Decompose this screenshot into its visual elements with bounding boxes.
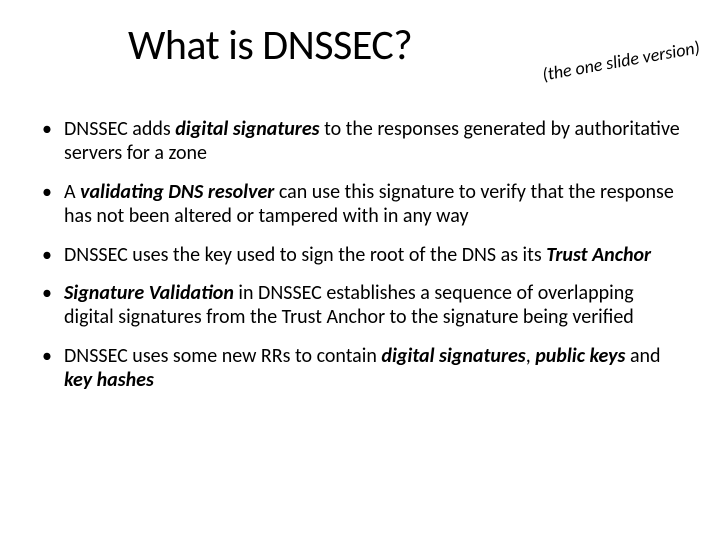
list-item: Signature Validation in DNSSEC establish… [38, 281, 682, 330]
text: DNSSEC uses the key used to sign the roo… [64, 243, 546, 267]
list-item: DNSSEC uses some new RRs to contain digi… [38, 344, 682, 393]
text: A [64, 180, 80, 204]
text: DNSSEC adds [64, 117, 175, 141]
emphasis: Signature Validation [64, 281, 234, 305]
list-item: DNSSEC uses the key used to sign the roo… [38, 243, 682, 267]
bullet-list: DNSSEC adds digital signatures to the re… [38, 117, 682, 393]
emphasis: validating DNS resolver [80, 180, 274, 204]
emphasis: public keys [535, 344, 625, 368]
list-item: DNSSEC adds digital signatures to the re… [38, 117, 682, 166]
title-row: What is DNSSEC? (the one slide version) [128, 20, 682, 71]
list-item: A validating DNS resolver can use this s… [38, 180, 682, 229]
emphasis: digital signatures [175, 117, 319, 141]
text: DNSSEC uses some new RRs to contain [64, 344, 381, 368]
emphasis: Trust Anchor [546, 243, 651, 267]
text: , [526, 344, 536, 368]
text: and [625, 344, 660, 368]
slide: What is DNSSEC? (the one slide version) … [0, 0, 720, 540]
emphasis: digital signatures [381, 344, 525, 368]
emphasis: key hashes [64, 368, 154, 392]
